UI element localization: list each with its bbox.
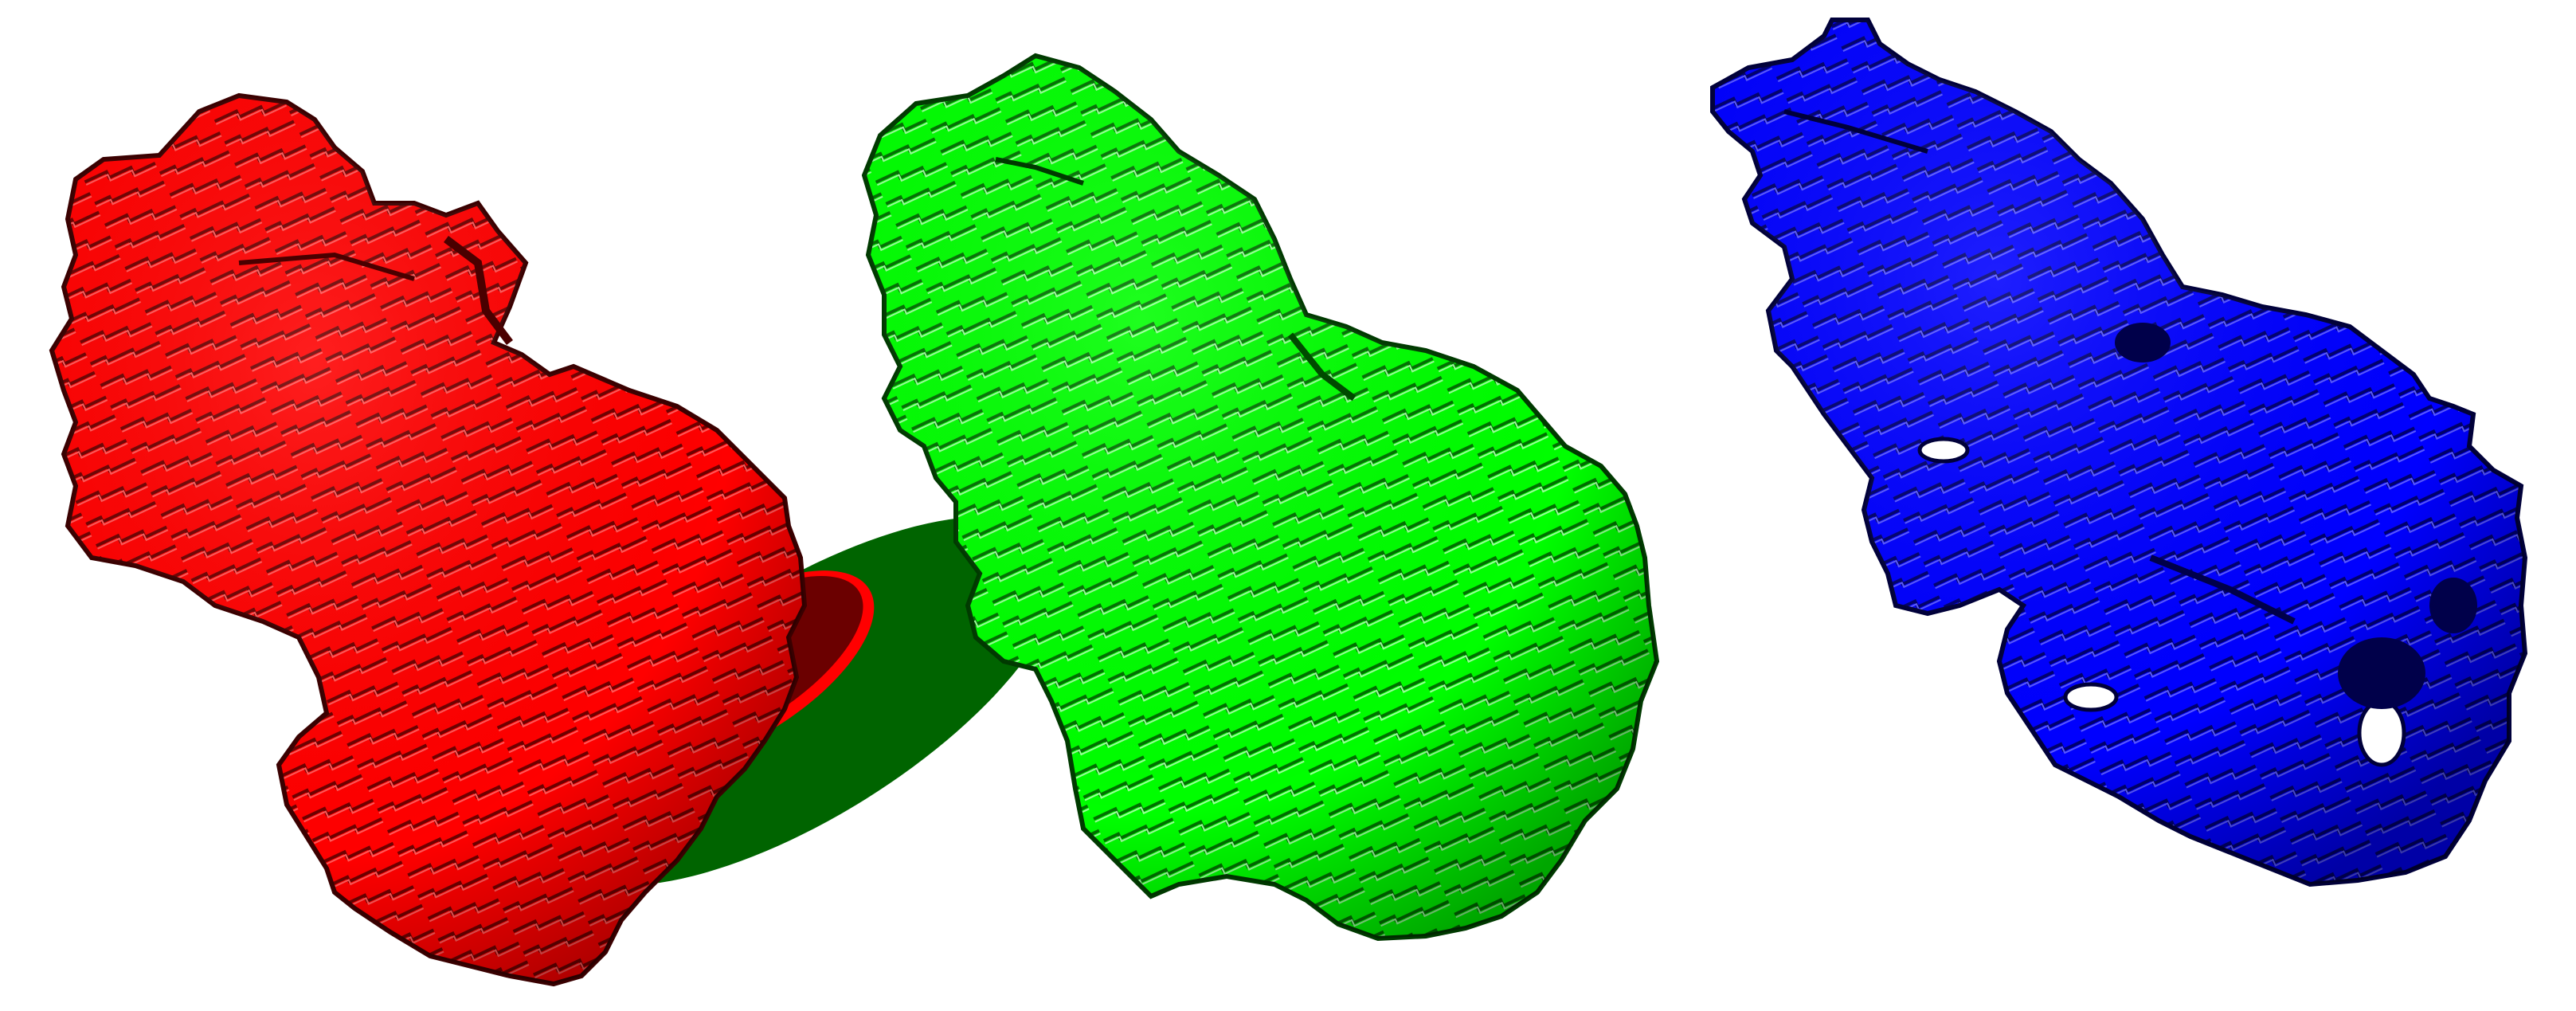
blue-voxel-cavity-2 xyxy=(2429,578,2477,633)
blue-voxel-shading xyxy=(1713,20,2525,884)
red-voxel-crevice-2 xyxy=(238,252,415,281)
blue-voxel-hole-2 xyxy=(2063,682,2119,712)
green-voxel-surface xyxy=(861,53,1660,942)
blue-voxel-surface xyxy=(1710,18,2528,888)
red-voxel-surface xyxy=(49,92,808,987)
red-voxel-shading xyxy=(52,96,805,984)
blue-voxel-cavity-1 xyxy=(2338,637,2425,709)
green-voxel-crevice xyxy=(995,157,1084,186)
blue-voxel-hole-3 xyxy=(2357,699,2406,767)
blue-voxel-hole-1 xyxy=(1917,437,1970,464)
blue-voxel-crevice xyxy=(1783,109,1928,154)
blue-voxel-crevice-2 xyxy=(2149,554,2296,625)
red-voxel-crevice xyxy=(444,236,513,345)
green-voxel-crevice-2 xyxy=(1287,332,1357,402)
green-voxel-shading xyxy=(864,56,1657,939)
blue-voxel-cavity-3 xyxy=(2115,323,2171,362)
